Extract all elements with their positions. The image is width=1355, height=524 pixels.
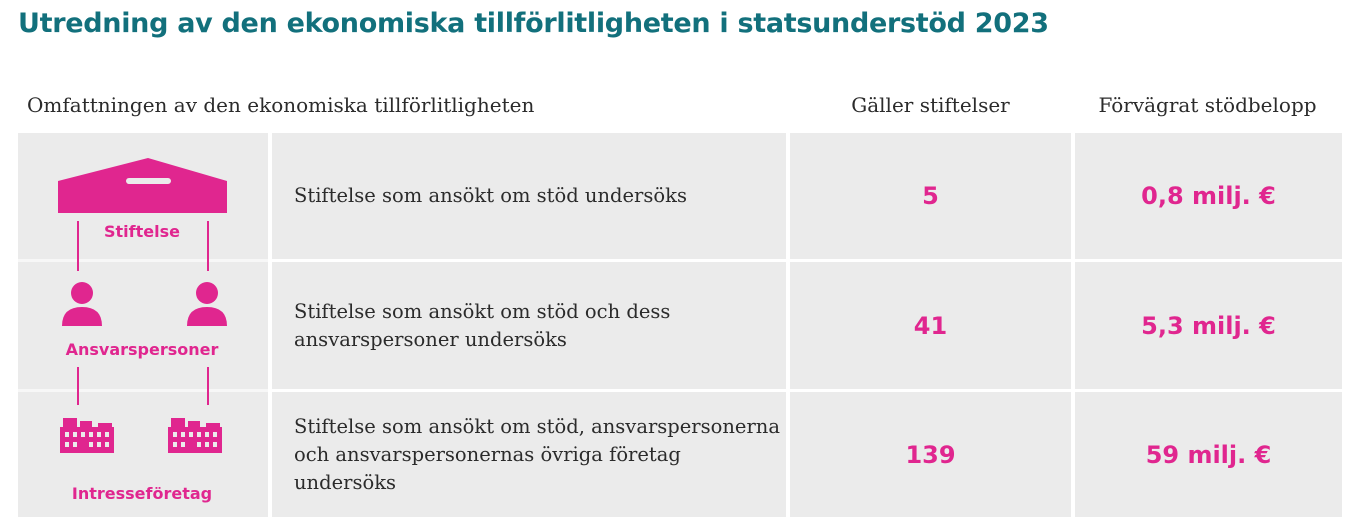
row-divider xyxy=(18,389,268,392)
person-icon xyxy=(187,282,227,326)
row-count: 5 xyxy=(922,182,939,210)
column-header-count: Gäller stiftelser xyxy=(851,93,1010,117)
column-header-scope: Omfattningen av den ekonomiska tillförli… xyxy=(27,93,535,117)
row-amount: 5,3 milj. € xyxy=(1141,311,1276,340)
row-count-cell: 41 xyxy=(790,262,1071,389)
row-divider xyxy=(18,259,268,262)
level-label-foundation: Stiftelse xyxy=(104,222,180,241)
level-label-responsible-persons: Ansvarspersoner xyxy=(66,340,219,359)
icon-column: Stiftelse Ansvarspersoner xyxy=(18,133,268,517)
column-header-amount: Förvägrat stödbelopp xyxy=(1098,93,1317,117)
row-amount: 59 milj. € xyxy=(1145,440,1272,469)
level-label-affiliated-companies: Intresseföretag xyxy=(72,484,212,503)
row-count-cell: 5 xyxy=(790,133,1071,259)
foundation-building-icon xyxy=(58,158,227,213)
row-description: Stiftelse som ansökt om stöd, ansvarsper… xyxy=(272,392,786,517)
hierarchy-illustration: Stiftelse Ansvarspersoner xyxy=(58,158,227,503)
row-amount-cell: 5,3 milj. € xyxy=(1075,262,1342,389)
row-amount-cell: 0,8 milj. € xyxy=(1075,133,1342,259)
row-count: 139 xyxy=(905,440,956,469)
connector-lines xyxy=(77,221,209,405)
row-amount: 0,8 milj. € xyxy=(1141,182,1276,210)
row-amount-cell: 59 milj. € xyxy=(1075,392,1342,517)
person-icon xyxy=(62,282,102,326)
row-count: 41 xyxy=(913,311,948,340)
row-count-cell: 139 xyxy=(790,392,1071,517)
data-table: Stiftelse Ansvarspersoner xyxy=(18,133,1342,517)
row-description: Stiftelse som ansökt om stöd och dess an… xyxy=(272,262,786,389)
row-description: Stiftelse som ansökt om stöd undersöks xyxy=(272,133,786,259)
company-building-icon xyxy=(168,418,222,453)
page-title: Utredning av den ekonomiska tillförlitli… xyxy=(18,8,1049,39)
company-building-icon xyxy=(60,418,114,453)
table-row: Stiftelse som ansökt om stöd och dess an… xyxy=(272,262,1342,389)
table-row: Stiftelse som ansökt om stöd, ansvarsper… xyxy=(272,392,1342,517)
table-row: Stiftelse som ansökt om stöd undersöks 5… xyxy=(272,133,1342,259)
